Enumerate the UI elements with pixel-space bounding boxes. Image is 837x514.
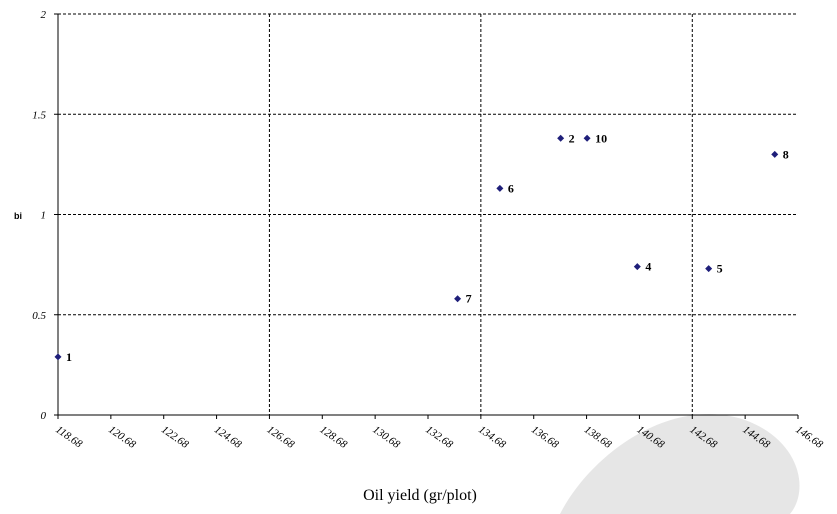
data-point-marker <box>54 353 62 361</box>
y-tick-label: 2 <box>41 9 47 21</box>
grid <box>58 13 798 415</box>
x-tick-label: 124.68 <box>212 424 244 451</box>
data-point-marker <box>583 134 591 142</box>
x-tick-label: 136.68 <box>529 424 561 451</box>
data-point-marker <box>454 295 462 303</box>
data-point-label: 1 <box>66 350 72 364</box>
data-point-label: 7 <box>466 292 472 306</box>
x-tick-label: 128.68 <box>318 424 350 451</box>
data-point-label: 10 <box>595 131 607 145</box>
data-points: 1 2 4 5 6 7 8 10 <box>54 131 789 364</box>
y-tick-labels: 0 0.5 1 1.5 2 <box>32 9 46 422</box>
y-axis-title: bi <box>14 211 22 221</box>
x-tick-label: 120.68 <box>106 424 138 451</box>
data-point-marker <box>705 265 713 273</box>
x-tick-label: 130.68 <box>370 424 402 451</box>
x-tick-label: 126.68 <box>265 424 297 451</box>
x-tick-label: 134.68 <box>476 424 508 451</box>
y-tick-label: 0.5 <box>32 310 46 322</box>
y-tick-label: 1.5 <box>32 109 46 121</box>
x-tick-label: 146.68 <box>793 424 825 451</box>
data-point-marker <box>557 134 565 142</box>
x-tick-label: 132.68 <box>423 424 455 451</box>
data-point-label: 6 <box>508 181 514 195</box>
watermark-shape <box>560 414 800 514</box>
data-point-marker <box>633 263 641 271</box>
data-point-marker <box>771 150 779 158</box>
x-axis-title: Oil yield (gr/plot) <box>363 487 477 504</box>
data-point-marker <box>496 184 504 192</box>
y-tick-label: 1 <box>41 210 47 222</box>
x-tick-label: 138.68 <box>582 424 614 451</box>
axes <box>54 13 799 419</box>
data-point-label: 5 <box>717 262 723 276</box>
data-point-label: 2 <box>569 131 575 145</box>
y-tick-label: 0 <box>41 410 47 422</box>
data-point-label: 8 <box>783 147 789 161</box>
x-tick-label: 118.68 <box>53 424 84 451</box>
x-tick-label: 122.68 <box>159 424 191 451</box>
data-point-label: 4 <box>645 260 651 274</box>
